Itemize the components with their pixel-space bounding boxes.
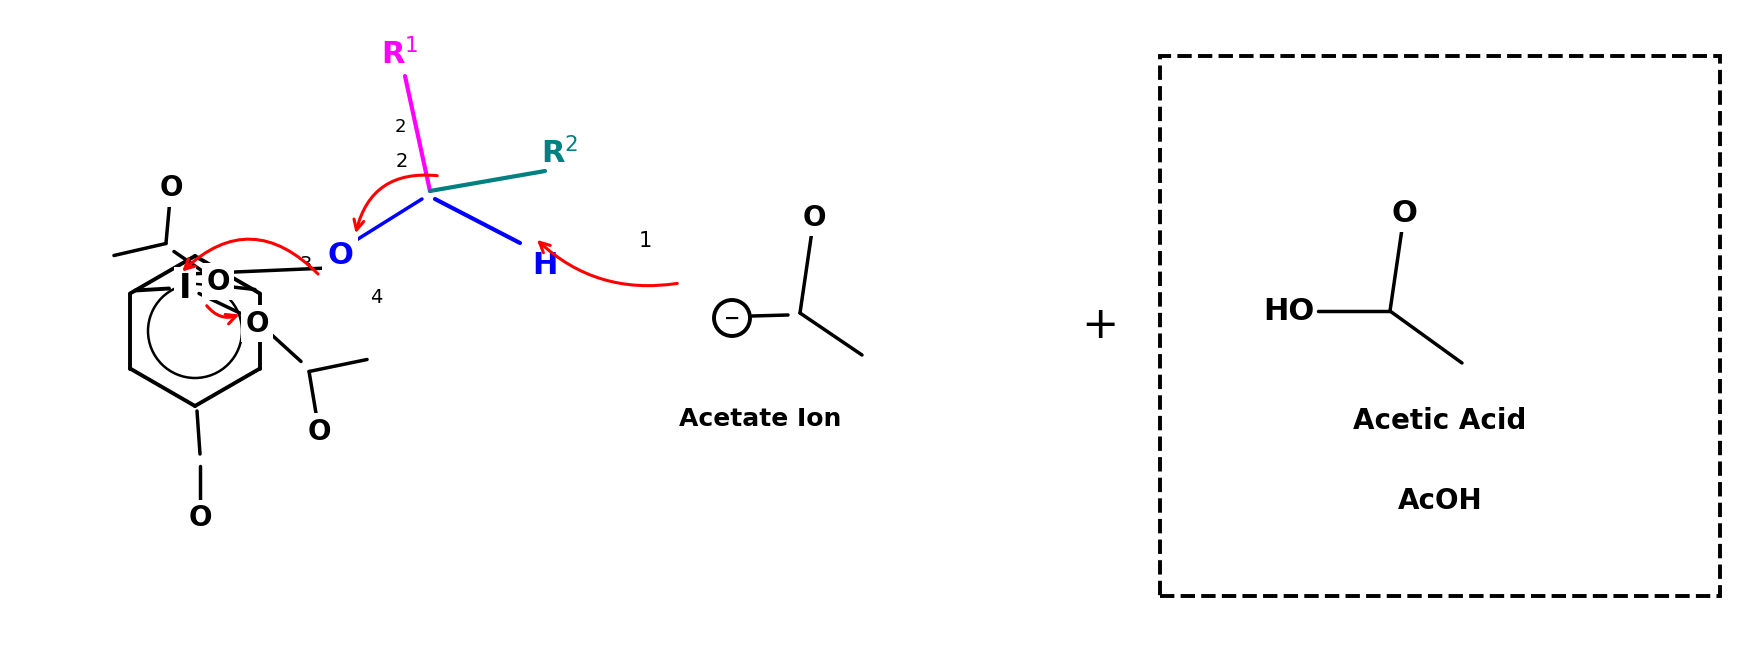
- Text: −: −: [724, 309, 739, 327]
- Text: O: O: [159, 174, 182, 203]
- Text: HO: HO: [1263, 297, 1316, 325]
- Text: O: O: [187, 504, 212, 532]
- Text: Acetic Acid: Acetic Acid: [1353, 407, 1526, 435]
- Text: O: O: [307, 417, 331, 446]
- Text: 4: 4: [370, 288, 382, 307]
- Text: O: O: [245, 309, 268, 338]
- Bar: [1160, 56, 1720, 596]
- Text: H: H: [533, 250, 557, 280]
- Text: 1: 1: [638, 231, 652, 251]
- Text: 2: 2: [394, 118, 406, 136]
- Text: O: O: [1391, 199, 1417, 227]
- Text: R$^2$: R$^2$: [541, 137, 578, 169]
- Text: I: I: [179, 272, 191, 305]
- Text: R$^1$: R$^1$: [382, 38, 419, 70]
- Text: O: O: [207, 268, 230, 295]
- Text: Acetate Ion: Acetate Ion: [678, 407, 841, 431]
- Text: 3: 3: [300, 254, 312, 274]
- Text: AcOH: AcOH: [1398, 487, 1482, 515]
- Text: O: O: [328, 242, 352, 270]
- Text: +: +: [1081, 305, 1120, 348]
- Text: O: O: [802, 204, 825, 232]
- Text: 2: 2: [396, 152, 408, 171]
